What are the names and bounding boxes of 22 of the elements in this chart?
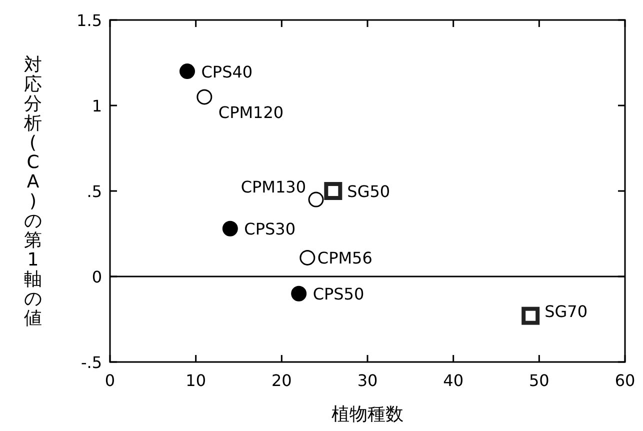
x-tick-label: 0: [104, 371, 116, 390]
annotation: CPM56: [317, 248, 372, 268]
y-tick-label: .5: [86, 182, 102, 201]
x-tick-label: 40: [443, 371, 464, 390]
text: 対応分析(CA)の第1軸の値: [24, 54, 42, 329]
y-tick-label: -.5: [80, 353, 102, 372]
annotation: CPM130: [240, 178, 306, 197]
annotation: SG70: [544, 302, 588, 321]
x-axis-title: 植物種数: [332, 404, 404, 425]
annotation: CPS30: [244, 220, 296, 239]
x-tick-label: 60: [614, 371, 636, 390]
x-tick-label: 20: [271, 371, 292, 390]
x-tick-label: 10: [186, 371, 206, 390]
annotation: CPS40: [201, 62, 253, 82]
y-tick-label: 1: [92, 96, 102, 116]
y-tick-label: 1.5: [76, 11, 102, 30]
x-tick-label: 50: [528, 371, 550, 390]
annotation: CPS50: [312, 284, 364, 304]
x-tick-label: 30: [357, 371, 378, 390]
annotation: SG50: [347, 182, 390, 201]
y-tick-label: 0: [92, 268, 102, 286]
annotation: CPM120: [218, 102, 284, 122]
